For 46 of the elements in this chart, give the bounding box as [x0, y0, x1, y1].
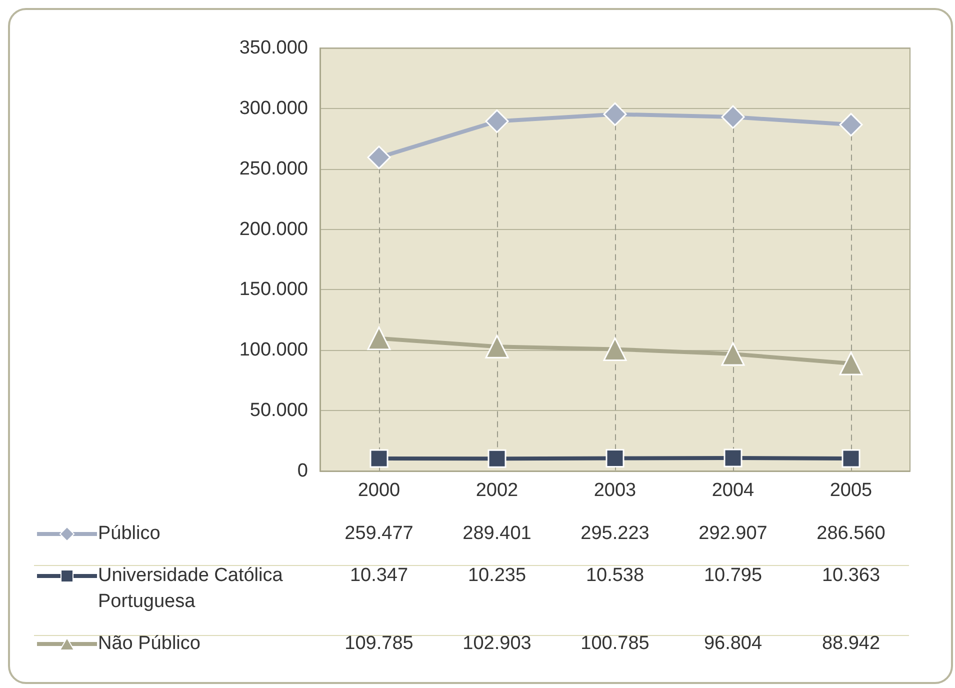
y-tick-label: 150.000: [239, 279, 308, 300]
y-tick-label: 250.000: [239, 158, 308, 180]
point: [603, 337, 627, 361]
point: [485, 334, 509, 358]
point: [367, 326, 391, 350]
y-tick-label: 100.000: [239, 340, 308, 361]
data-label: 295.223: [580, 522, 650, 546]
point: [721, 342, 745, 366]
data-label: 10.538: [586, 564, 644, 588]
point: [367, 146, 391, 170]
point: [839, 352, 863, 376]
legend-label: Não Público: [98, 632, 202, 656]
data-label: 10.795: [704, 564, 762, 588]
point: [603, 102, 627, 126]
data-label: 259.477: [344, 522, 414, 546]
data-label: 88.942: [822, 632, 880, 656]
data-label: 292.907: [698, 522, 768, 546]
x-tick-label: 2005: [830, 480, 872, 501]
data-label: 10.235: [468, 564, 526, 588]
x-tick-label: 2002: [476, 480, 518, 501]
point: [488, 449, 506, 468]
y-tick-label: 200.000: [239, 218, 308, 240]
x-tick-label: 2004: [712, 480, 755, 501]
x-tick-label: 2000: [358, 480, 400, 501]
x-tick-label: 2003: [594, 480, 636, 501]
point: [721, 105, 745, 129]
data-label: 10.363: [822, 564, 880, 588]
y-tick-label: 350.000: [239, 38, 308, 58]
legend-label: Universidade Católica Portuguesa: [98, 564, 284, 614]
point: [839, 112, 863, 136]
data-label: 100.785: [580, 632, 650, 656]
data-label: 109.785: [344, 632, 414, 656]
point: [370, 449, 388, 468]
y-tick-label: 0: [297, 460, 308, 482]
point: [485, 109, 509, 133]
data-label: 102.903: [462, 632, 532, 656]
y-tick-label: 50.000: [250, 400, 308, 422]
legend-label: Público: [98, 522, 162, 546]
data-label: 289.401: [462, 522, 532, 546]
point: [606, 449, 624, 468]
y-tick-label: 300.000: [239, 98, 308, 119]
data-label: 10.347: [350, 564, 408, 588]
point: [842, 449, 860, 468]
data-label: 286.560: [816, 522, 886, 546]
point: [724, 448, 742, 468]
data-label: 96.804: [704, 632, 762, 656]
